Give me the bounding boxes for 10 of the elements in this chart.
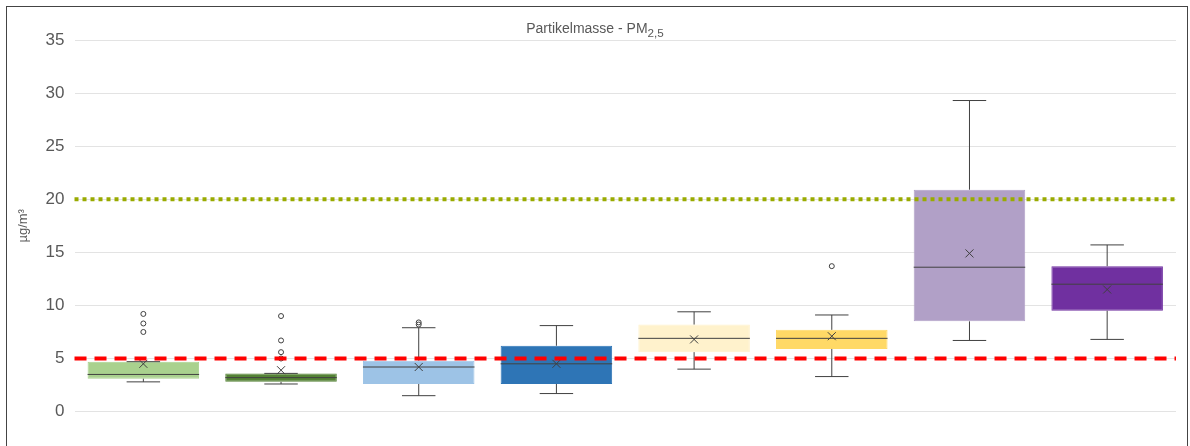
y-tick-label: 10 <box>45 295 65 315</box>
y-tick-label: 15 <box>45 242 65 262</box>
y-tick-label: 0 <box>55 401 65 421</box>
y-tick-label: 5 <box>55 348 65 368</box>
y-axis-title: µg/m³ <box>15 208 31 243</box>
y-tick-label: 20 <box>45 188 65 208</box>
y-tick-label: 25 <box>45 135 65 155</box>
y-tick-label: 35 <box>45 29 65 49</box>
y-tick-label: 30 <box>45 82 65 102</box>
chart-title: Partikelmasse - PM$_{2,5}$ <box>526 20 664 39</box>
